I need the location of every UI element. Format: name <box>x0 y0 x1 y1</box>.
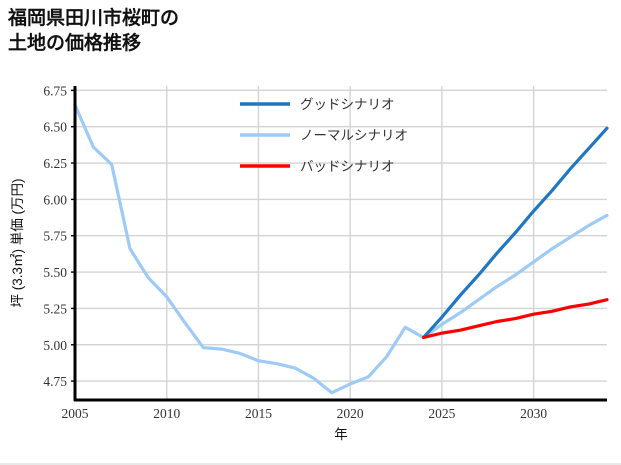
legend-label: ノーマルシナリオ <box>300 128 408 143</box>
y-axis-label: 坪 (3.3㎡) 単価 (万円) <box>10 178 25 307</box>
series-line <box>421 126 609 340</box>
series-line <box>421 298 609 340</box>
legend-label: グッドシナリオ <box>300 97 395 112</box>
x-tick-label: 2030 <box>520 406 547 421</box>
legend-label: バッドシナリオ <box>300 159 395 174</box>
y-tick-label: 5.75 <box>43 229 67 244</box>
y-tick-label: 6.50 <box>43 120 67 135</box>
y-tick-label: 5.50 <box>43 265 67 280</box>
y-tick-label: 6.75 <box>43 83 67 98</box>
y-tick-label: 5.00 <box>43 338 67 353</box>
y-tick-label: 6.00 <box>43 192 67 207</box>
page-title: 福岡県田川市桜町の 土地の価格推移 <box>8 8 180 54</box>
x-tick-label: 2010 <box>153 406 180 421</box>
x-tick-label: 2015 <box>245 406 272 421</box>
x-tick-label: 2005 <box>62 406 89 421</box>
y-tick-label: 4.75 <box>43 374 67 389</box>
x-tick-label: 2020 <box>337 406 364 421</box>
x-axis-label: 年 <box>334 427 348 442</box>
x-tick-label: 2025 <box>428 406 455 421</box>
series-line <box>73 103 609 395</box>
y-tick-label: 5.25 <box>43 301 67 316</box>
y-tick-label: 6.25 <box>43 156 67 171</box>
plot-area <box>75 86 607 400</box>
